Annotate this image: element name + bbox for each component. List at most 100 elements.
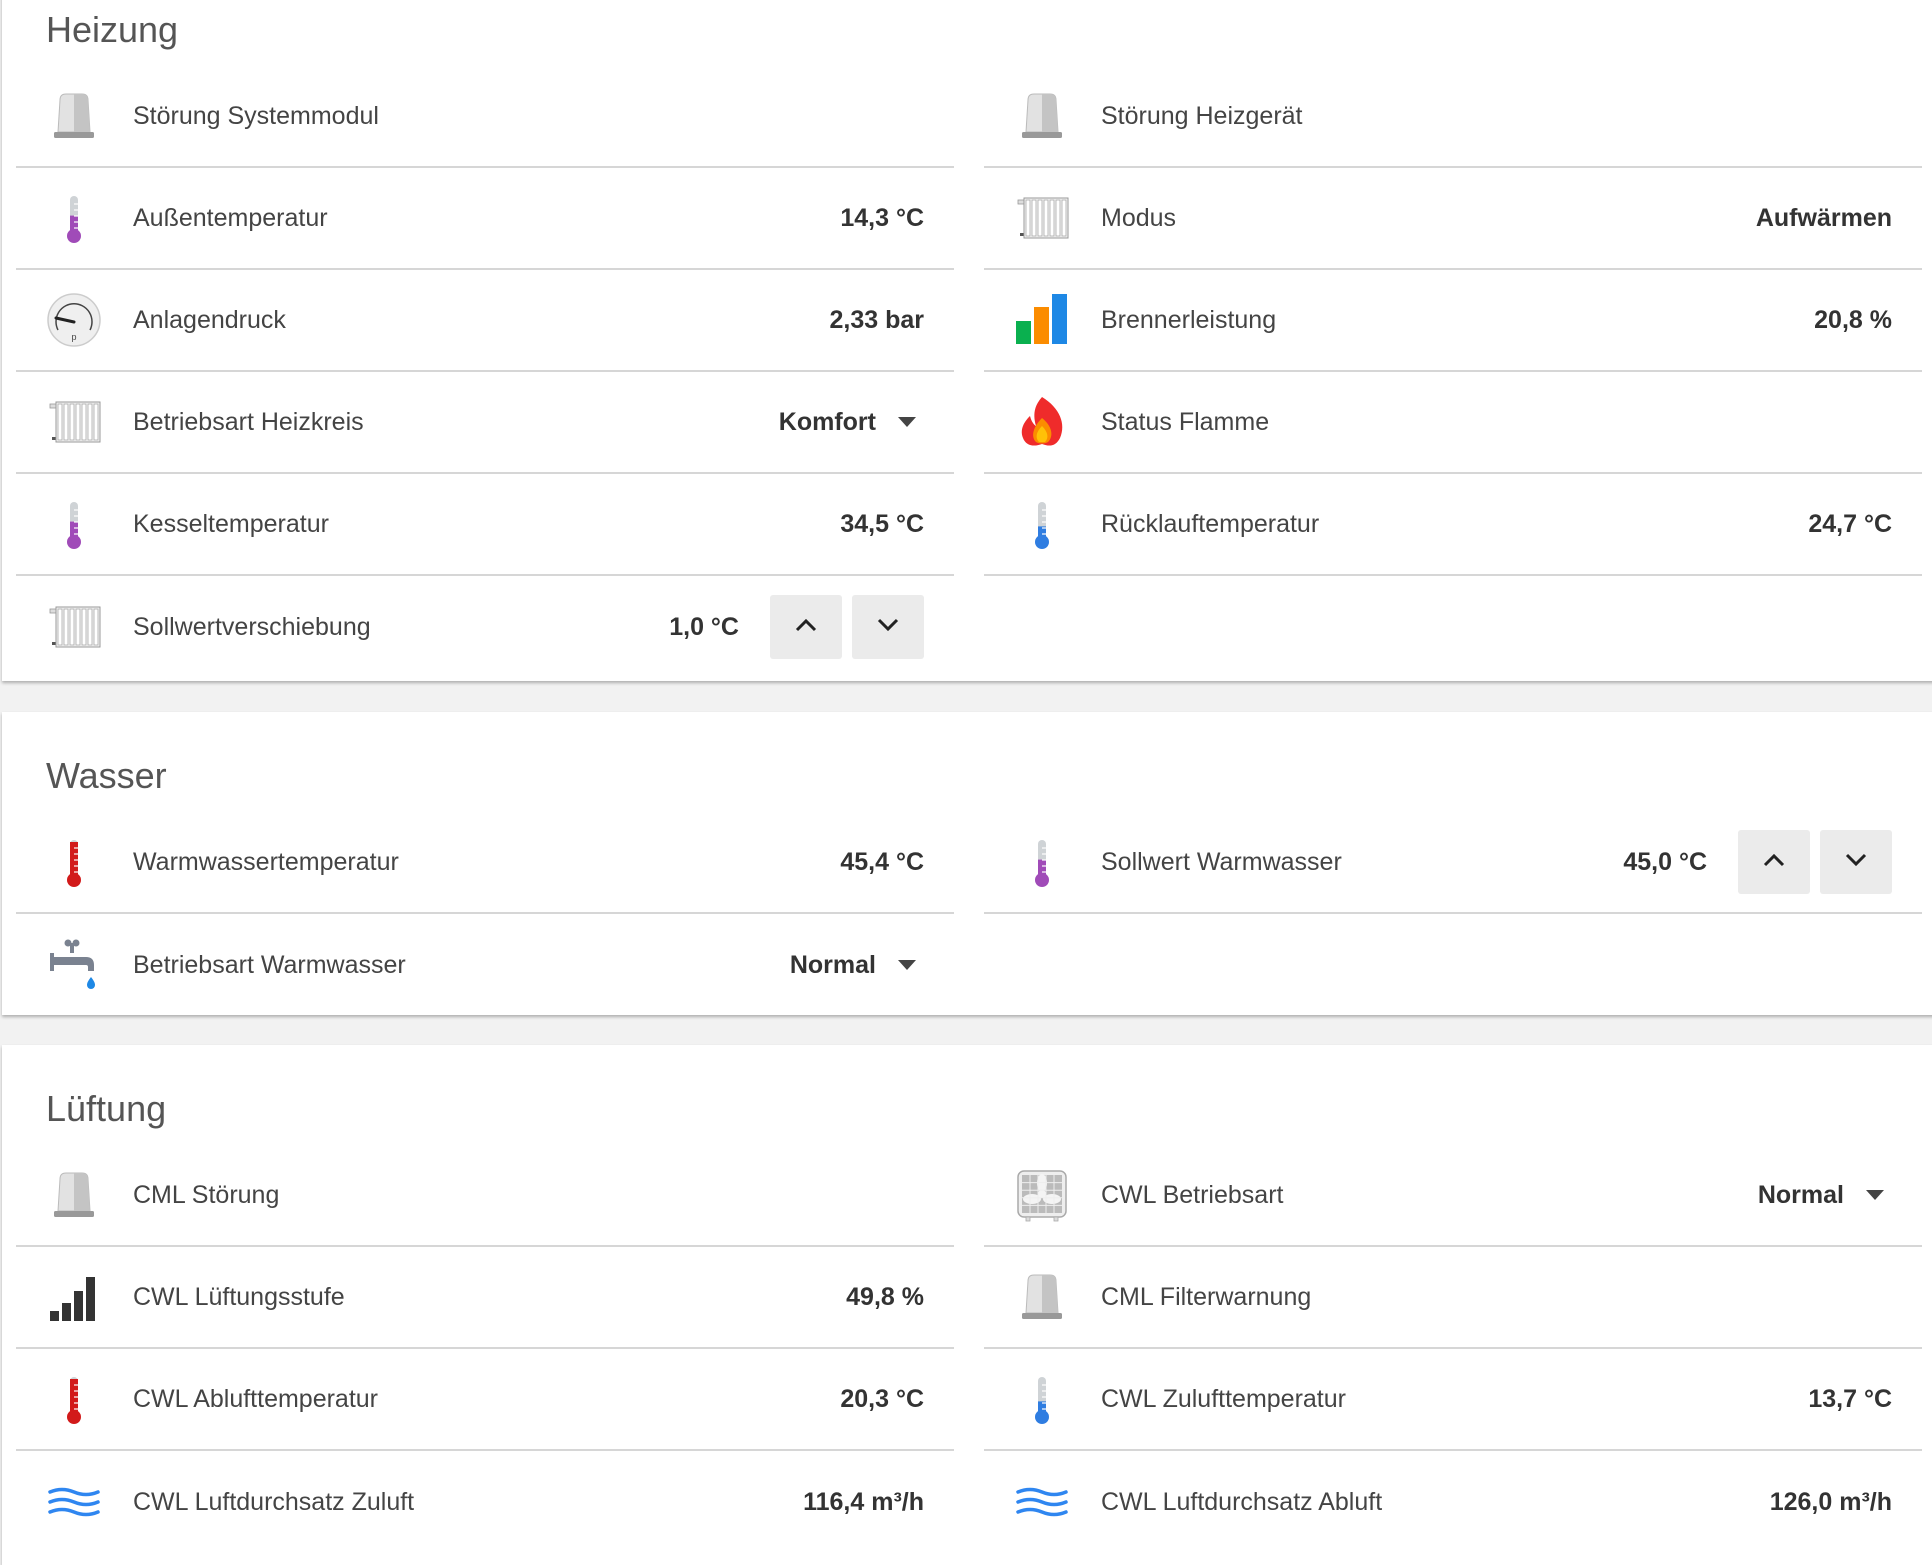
row-betriebsart-warmwasser[interactable]: Betriebsart Warmwasser Normal xyxy=(16,914,954,1016)
increase-button[interactable] xyxy=(1738,830,1810,894)
row-label: Status Flamme xyxy=(1101,407,1270,436)
fan-icon xyxy=(1014,1167,1070,1223)
row-label: CWL Luftdurchsatz Zuluft xyxy=(133,1487,415,1516)
dropdown-selected-value[interactable]: Normal xyxy=(1757,1180,1844,1209)
thermometer-icon xyxy=(1014,834,1070,890)
thermometer-icon xyxy=(46,834,102,890)
row-warmwassertemperatur: Warmwassertemperatur 45,4 °C xyxy=(16,812,954,914)
column-left: Störung Systemmodul Außentemperatur 14,3 °… xyxy=(16,66,954,678)
decrease-button[interactable] xyxy=(852,595,924,659)
thermometer-icon xyxy=(46,496,102,552)
row-sollwert-warmwasser[interactable]: Sollwert Warmwasser 45,0 °C xyxy=(984,812,1922,914)
section-title: Wasser xyxy=(46,755,167,796)
dropdown-selected-value[interactable]: Komfort xyxy=(778,407,876,436)
flame-icon xyxy=(1014,394,1070,450)
faucet-icon xyxy=(46,937,102,993)
column-right: CWL Betriebsart Normal CML Filterwarnung CW… xyxy=(984,1145,1922,1553)
thermometer-icon xyxy=(1014,496,1070,552)
row-value: 34,5 °C xyxy=(840,509,924,538)
column-right: Sollwert Warmwasser 45,0 °C xyxy=(984,812,1922,914)
thermometer-icon xyxy=(46,190,102,246)
row-label: Anlagendruck xyxy=(133,305,286,334)
air-waves-icon xyxy=(1014,1474,1070,1530)
caret-down-icon[interactable] xyxy=(1866,1190,1884,1200)
row-label: CML Störung xyxy=(133,1180,280,1209)
column-left: CML Störung CWL Lüftungsstufe 49,8 % CWL Ab… xyxy=(16,1145,954,1553)
chevron-up-icon xyxy=(1762,852,1786,873)
dropdown-selected-value[interactable]: Normal xyxy=(789,950,876,979)
row-value: 14,3 °C xyxy=(840,203,924,232)
air-waves-icon xyxy=(46,1474,102,1530)
decrease-button[interactable] xyxy=(1820,830,1892,894)
row-label: CWL Zulufttemperatur xyxy=(1101,1384,1346,1413)
section-title: Heizung xyxy=(46,9,179,50)
row-brennerleistung: Brennerleistung 20,8 % xyxy=(984,270,1922,372)
section-heizung: Heizung Störung Systemmodul Außentemperatu… xyxy=(2,0,1932,681)
mode-dropdown[interactable]: Normal xyxy=(1758,1181,1884,1210)
row-cml-storung: CML Störung xyxy=(16,1145,954,1247)
section-lueftung: Lüftung CML Störung CWL Lüftungsstufe 49,8 … xyxy=(2,1045,1932,1565)
row-label: Rücklauftemperatur xyxy=(1101,509,1320,538)
row-sollwertverschiebung[interactable]: Sollwertverschiebung 1,0 °C xyxy=(16,576,954,678)
row-label: Störung Systemmodul xyxy=(133,101,379,130)
row-value: 24,7 °C xyxy=(1808,509,1892,538)
row-value: 1,0 °C xyxy=(669,612,739,641)
row-label: Warmwassertemperatur xyxy=(133,847,399,876)
alarm-light-icon xyxy=(46,88,102,144)
section-title: Lüftung xyxy=(46,1088,167,1129)
row-label: Sollwert Warmwasser xyxy=(1101,847,1342,876)
radiator-icon xyxy=(46,394,102,450)
row-label: Modus xyxy=(1101,203,1177,232)
radiator-icon xyxy=(1014,190,1070,246)
row-label: CWL Ablufttemperatur xyxy=(133,1384,379,1413)
chevron-down-icon xyxy=(876,617,900,638)
row-label: Störung Heizgerät xyxy=(1101,101,1303,130)
caret-down-icon[interactable] xyxy=(898,960,916,970)
row-value: 45,4 °C xyxy=(840,847,924,876)
signal-bars-icon xyxy=(46,1269,102,1325)
row-cwl-luftdurchsatz-zuluft: CWL Luftdurchsatz Zuluft 116,4 m³/h xyxy=(16,1451,954,1553)
row-cwl-zulufttemperatur: CWL Zulufttemperatur 13,7 °C xyxy=(984,1349,1922,1451)
row-cwl-luftdurchsatz-abluft: CWL Luftdurchsatz Abluft 126,0 m³/h xyxy=(984,1451,1922,1553)
row-storung-heizgerat: Störung Heizgerät xyxy=(984,66,1922,168)
row-value: 116,4 m³/h xyxy=(803,1487,924,1516)
row-cwl-betriebsart[interactable]: CWL Betriebsart Normal xyxy=(984,1145,1922,1247)
chevron-down-icon xyxy=(1844,852,1868,873)
mode-dropdown[interactable]: Komfort xyxy=(779,408,916,437)
mode-dropdown[interactable]: Normal xyxy=(790,951,916,980)
column-left: Warmwassertemperatur 45,4 °C Betriebsart W… xyxy=(16,812,954,1016)
row-label: CWL Lüftungsstufe xyxy=(133,1282,345,1311)
row-label: Kesseltemperatur xyxy=(133,509,329,538)
row-cml-filterwarnung: CML Filterwarnung xyxy=(984,1247,1922,1349)
row-value: 126,0 m³/h xyxy=(1769,1487,1892,1516)
thermometer-icon xyxy=(1014,1371,1070,1427)
row-label: Sollwertverschiebung xyxy=(133,612,371,641)
svg-text:p: p xyxy=(71,332,76,342)
chevron-up-icon xyxy=(794,617,818,638)
row-anlagendruck: p Anlagendruck 2,33 bar xyxy=(16,270,954,372)
alarm-light-icon xyxy=(46,1167,102,1223)
column-right: Störung Heizgerät Modus Aufwärmen Brennerle… xyxy=(984,66,1922,576)
row-label: CWL Betriebsart xyxy=(1101,1180,1284,1209)
increase-button[interactable] xyxy=(770,595,842,659)
row-cwl-luftungsstufe: CWL Lüftungsstufe 49,8 % xyxy=(16,1247,954,1349)
row-value: 20,8 % xyxy=(1814,305,1892,334)
row-value: 20,3 °C xyxy=(840,1384,924,1413)
colored-bars-icon xyxy=(1014,292,1070,348)
row-rucklauftemperatur: Rücklauftemperatur 24,7 °C xyxy=(984,474,1922,576)
row-value: 45,0 °C xyxy=(1623,847,1707,876)
row-status-flamme: Status Flamme xyxy=(984,372,1922,474)
row-kesseltemperatur: Kesseltemperatur 34,5 °C xyxy=(16,474,954,576)
row-value: 13,7 °C xyxy=(1808,1384,1892,1413)
caret-down-icon[interactable] xyxy=(898,417,916,427)
row-value: Aufwärmen xyxy=(1755,203,1892,232)
row-label: Außentemperatur xyxy=(133,203,328,232)
row-cwl-ablufttemperatur: CWL Ablufttemperatur 20,3 °C xyxy=(16,1349,954,1451)
thermometer-icon xyxy=(46,1371,102,1427)
alarm-light-icon xyxy=(1014,88,1070,144)
radiator-icon xyxy=(46,599,102,655)
setpoint-stepper xyxy=(1738,830,1892,894)
pressure-gauge-icon: p xyxy=(46,292,102,348)
row-label: Betriebsart Warmwasser xyxy=(133,950,406,979)
row-betriebsart-heizkreis[interactable]: Betriebsart Heizkreis Komfort xyxy=(16,372,954,474)
